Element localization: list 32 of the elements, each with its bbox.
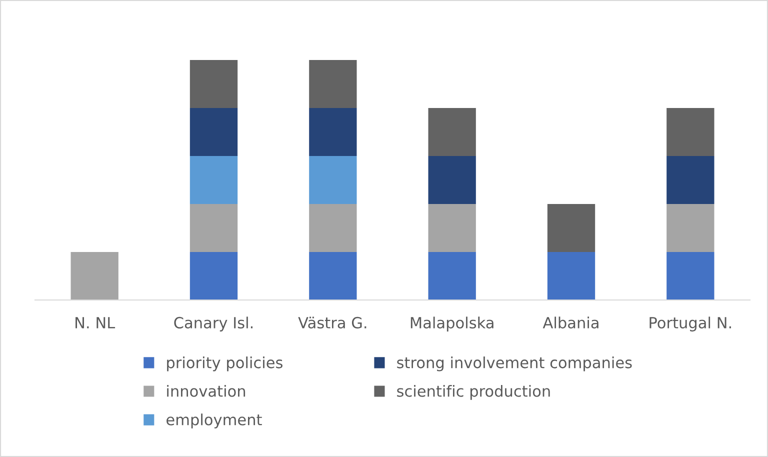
bar [428,204,476,252]
x-tick-label: N. NL [76,317,116,328]
bar [666,156,714,204]
x-tick-label: Albania [542,316,598,328]
x-tick-label: Västra G. [298,316,366,328]
bar [428,108,476,156]
bar [666,204,714,252]
x-tick-label: Malapolska [410,316,494,332]
bar [190,252,238,300]
bar [190,204,238,252]
x-tick-label: Portugal N. [650,316,731,332]
bar [547,204,596,252]
bar [666,252,714,300]
bar [309,204,357,252]
bar [547,252,596,300]
legend-label: strong involvement companies [397,356,632,372]
bar [70,252,118,300]
bar [309,252,357,300]
bar [428,156,476,204]
bar [190,60,238,108]
bar [190,156,238,204]
x-tick-label: Canary Isl. [174,316,253,332]
bar [309,60,357,108]
bar [428,252,476,300]
bar [309,156,357,204]
legend-label: scientific production [397,385,550,400]
legend-label: priority policies [167,356,282,372]
bar [666,108,714,156]
legend-label: employment [166,414,262,428]
legend-label: innovation [167,385,246,397]
bar [309,108,357,156]
bar [190,108,238,156]
